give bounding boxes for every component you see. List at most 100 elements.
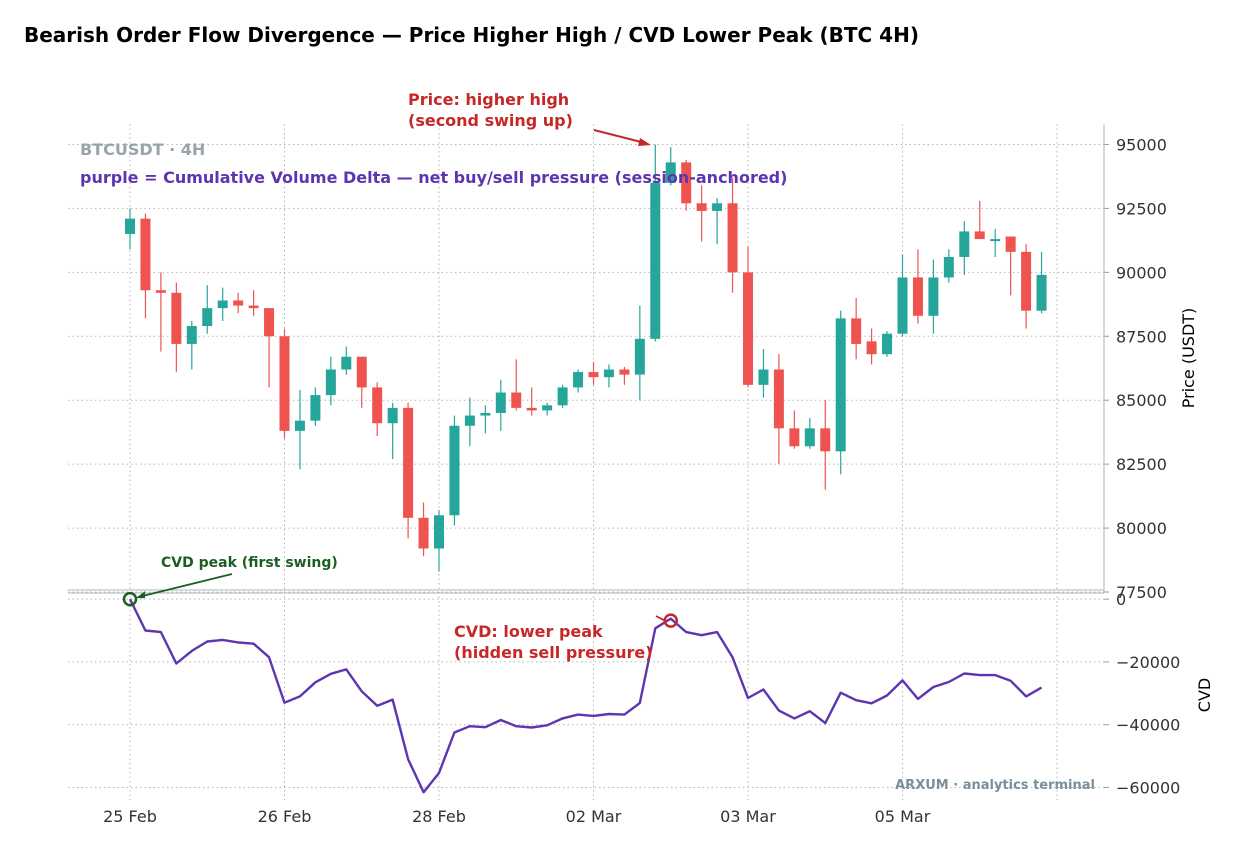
candle-body bbox=[603, 369, 614, 378]
candle-body bbox=[526, 407, 537, 411]
price-tick-label: 95000 bbox=[1116, 135, 1167, 154]
x-tick-label: 03 Mar bbox=[720, 807, 776, 826]
candle-body bbox=[403, 407, 414, 518]
candle-bearish bbox=[696, 185, 707, 242]
candle-bearish bbox=[171, 282, 182, 373]
candle-body bbox=[820, 428, 831, 452]
candle-body bbox=[851, 318, 862, 344]
candle-body bbox=[356, 356, 367, 388]
candle-body bbox=[495, 392, 506, 413]
candle-bearish bbox=[1021, 244, 1032, 329]
candle-body bbox=[866, 341, 877, 355]
x-tick-label: 02 Mar bbox=[566, 807, 622, 826]
candle-bearish bbox=[233, 292, 244, 314]
candle-bullish bbox=[1036, 251, 1047, 314]
cvd-tick-label: −40000 bbox=[1116, 716, 1180, 735]
cvd-lower-peak-arrow bbox=[655, 615, 666, 622]
candle-body bbox=[341, 356, 352, 370]
candle-body bbox=[418, 517, 429, 549]
candle-body bbox=[665, 162, 676, 183]
candle-bearish bbox=[418, 502, 429, 557]
candle-body bbox=[264, 308, 275, 337]
candle-body bbox=[912, 277, 923, 316]
price-tick-label: 85000 bbox=[1116, 391, 1167, 410]
axes-layer: 77500 80000 82500 85000 87500 90000 92500 95000… bbox=[68, 124, 1180, 826]
candle-body bbox=[140, 218, 151, 291]
candle-body bbox=[897, 277, 908, 334]
candle-bearish bbox=[372, 382, 383, 436]
candle-bullish bbox=[835, 310, 846, 475]
candle-body bbox=[990, 239, 1001, 242]
symbol-watermark: BTCUSDT · 4H bbox=[80, 140, 205, 159]
candle-bullish bbox=[449, 415, 460, 526]
candle-body bbox=[758, 369, 769, 385]
candle-bullish bbox=[202, 285, 213, 334]
candle-bearish bbox=[619, 366, 630, 385]
price-tick-label: 90000 bbox=[1116, 263, 1167, 282]
candle-body bbox=[882, 333, 893, 355]
cvd-tick-label: −20000 bbox=[1116, 653, 1180, 672]
candle-body bbox=[233, 300, 244, 306]
price-tick-label: 87500 bbox=[1116, 327, 1167, 346]
candle-bullish bbox=[557, 384, 568, 408]
candle-body bbox=[943, 256, 954, 278]
candle-bearish bbox=[789, 410, 800, 449]
cvd-legend-note: purple = Cumulative Volume Delta — net b… bbox=[80, 168, 787, 187]
candle-body bbox=[125, 218, 135, 234]
candle-body bbox=[804, 428, 815, 447]
candle-body bbox=[155, 290, 166, 293]
candle-body bbox=[588, 372, 599, 378]
candle-body bbox=[650, 182, 661, 339]
candle-bullish bbox=[804, 418, 815, 449]
candle-bullish bbox=[387, 402, 398, 460]
candle-bearish bbox=[681, 159, 692, 211]
candle-bullish bbox=[665, 147, 676, 186]
candle-body bbox=[634, 338, 645, 375]
candle-bullish bbox=[882, 331, 893, 357]
cvd-axis-label: CVD bbox=[1195, 678, 1214, 712]
candle-bullish bbox=[573, 369, 584, 393]
candle-bearish bbox=[511, 359, 522, 411]
price-tick-label: 82500 bbox=[1116, 455, 1167, 474]
candle-bearish bbox=[155, 272, 166, 352]
candle-bullish bbox=[542, 402, 553, 416]
candle-bearish bbox=[140, 213, 151, 319]
cvd-tick-label: −60000 bbox=[1116, 778, 1180, 797]
candle-bearish bbox=[279, 328, 290, 439]
candle-body bbox=[449, 425, 460, 516]
price-axis-label: Price (USDT) bbox=[1179, 308, 1198, 409]
x-tick-label: 25 Feb bbox=[103, 807, 157, 826]
candle-bullish bbox=[341, 346, 352, 375]
cvd-lower-peak-label: CVD: lower peak bbox=[454, 622, 603, 641]
candle-bullish bbox=[294, 389, 305, 470]
candle-body bbox=[372, 387, 383, 424]
candle-bullish bbox=[603, 364, 614, 388]
x-tick-label: 26 Feb bbox=[258, 807, 312, 826]
candle-body bbox=[681, 162, 692, 204]
x-tick-label: 05 Mar bbox=[875, 807, 931, 826]
candle-body bbox=[202, 308, 213, 327]
candle-body bbox=[480, 412, 491, 416]
candle-body bbox=[696, 203, 707, 211]
candle-body bbox=[1021, 251, 1032, 311]
candle-bearish bbox=[974, 200, 985, 240]
candle-bullish bbox=[943, 249, 954, 283]
candle-bullish bbox=[712, 198, 723, 245]
candle-body bbox=[835, 318, 846, 452]
candle-bullish bbox=[634, 305, 645, 401]
candle-body bbox=[294, 420, 305, 431]
cvd-tick-label: 0 bbox=[1116, 590, 1126, 609]
cvd-line bbox=[128, 598, 1043, 794]
candle-bullish bbox=[495, 379, 506, 431]
candle-bullish bbox=[897, 254, 908, 337]
candle-body bbox=[279, 336, 290, 431]
candle-bearish bbox=[743, 246, 753, 388]
candle-bullish bbox=[125, 208, 135, 250]
candle-body bbox=[325, 369, 336, 396]
candle-body bbox=[387, 407, 398, 424]
candle-bearish bbox=[912, 249, 923, 324]
price-higher-high-sublabel: (second swing up) bbox=[408, 111, 573, 130]
cvd-lower-peak-sublabel: (hidden sell pressure) bbox=[454, 643, 653, 662]
candle-body bbox=[974, 231, 985, 240]
candle-bearish bbox=[1005, 236, 1016, 296]
